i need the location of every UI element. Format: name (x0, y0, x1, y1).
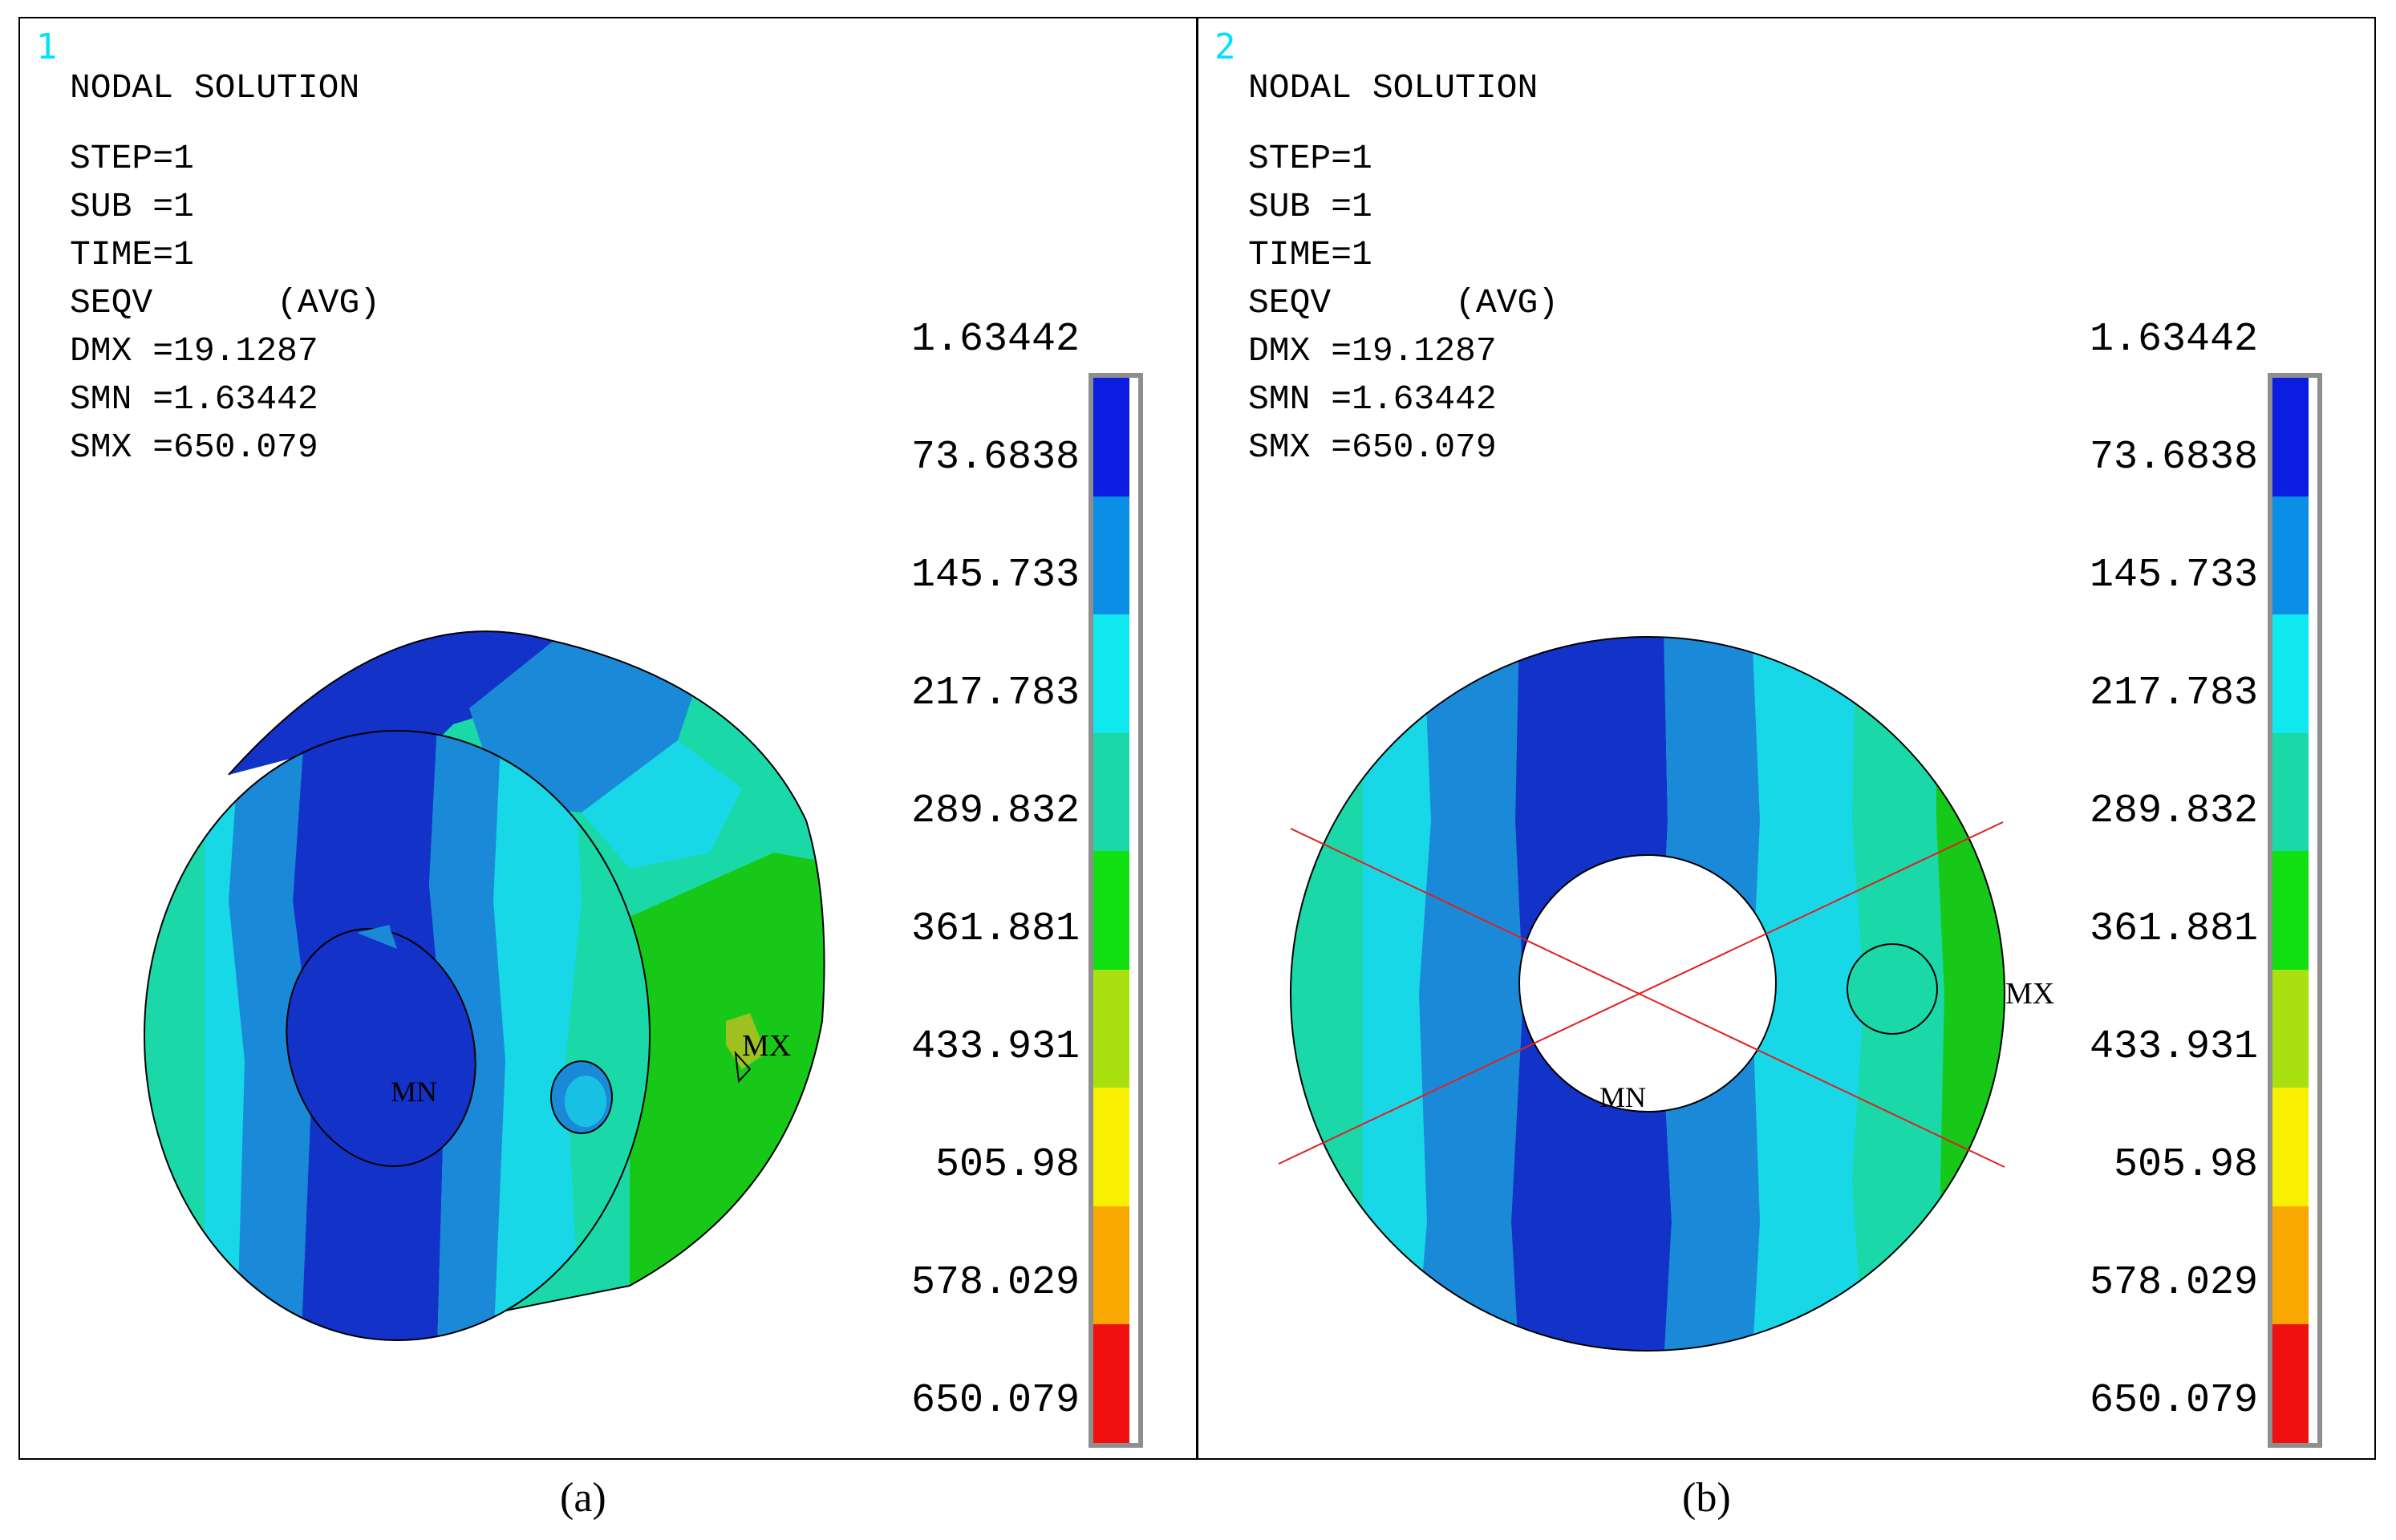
info-smn: SMN =1.63442 (70, 379, 318, 419)
legend-value: 361.881 (910, 906, 1080, 952)
legend-value: 217.783 (2089, 671, 2258, 716)
color-scale-bar (2268, 373, 2322, 1448)
panel-a: 1 NODAL SOLUTION STEP=1 SUB =1 TIME=1 SE… (18, 17, 1198, 1460)
legend-value: 145.733 (910, 553, 1080, 598)
panel-number: 1 (36, 26, 58, 67)
legend-value: 505.98 (934, 1142, 1080, 1188)
color-band (2272, 1206, 2309, 1324)
plot-title: NODAL SOLUTION (1248, 68, 1539, 107)
panel-number: 2 (1214, 26, 1236, 67)
min-marker: MN (1599, 1081, 1646, 1113)
info-smx: SMX =650.079 (70, 428, 318, 467)
caption-a: (a) (560, 1475, 606, 1521)
color-band (1093, 732, 1129, 851)
legend-value: 145.733 (2089, 553, 2258, 598)
legend-value: 289.832 (910, 788, 1080, 834)
color-band (1093, 1088, 1129, 1206)
annulus-model-top-view: MN MX (1278, 636, 2054, 1352)
color-band (1093, 378, 1129, 496)
info-time: TIME=1 (70, 235, 194, 274)
min-marker: MN (391, 1076, 437, 1108)
legend-value: 1.63442 (2089, 317, 2258, 363)
legend-value: 361.881 (2089, 906, 2258, 952)
legend-value: 73.6838 (910, 435, 1080, 480)
color-band (2272, 1088, 2309, 1206)
info-smx: SMX =650.079 (1248, 428, 1497, 467)
info-sub: SUB =1 (1248, 187, 1372, 226)
legend-value: 433.931 (2089, 1024, 2258, 1070)
color-band (1093, 851, 1129, 970)
color-band (2272, 614, 2309, 733)
caption-b: (b) (1682, 1475, 1731, 1521)
color-band (2272, 378, 2309, 496)
color-scale-bar (1089, 373, 1143, 1448)
legend-value: 505.98 (2113, 1142, 2258, 1188)
plot-title: NODAL SOLUTION (70, 68, 360, 107)
info-smn: SMN =1.63442 (1248, 379, 1497, 419)
cylinder-model-3d: MN MX (144, 630, 825, 1341)
color-band (1093, 614, 1129, 733)
panel-b: 2 NODAL SOLUTION STEP=1 SUB =1 TIME=1 SE… (1197, 17, 2376, 1460)
color-band (1093, 1206, 1129, 1324)
legend-value: 73.6838 (2089, 435, 2258, 480)
max-marker: MX (2005, 977, 2054, 1011)
info-sub: SUB =1 (70, 187, 194, 226)
color-band (2272, 851, 2309, 970)
info-result: SEQV (AVG) (1248, 283, 1559, 322)
legend-value: 289.832 (2089, 788, 2258, 834)
info-result: SEQV (AVG) (70, 283, 381, 322)
legend-value: 1.63442 (910, 317, 1080, 363)
info-step: STEP=1 (70, 139, 194, 178)
legend-value: 650.079 (910, 1378, 1080, 1424)
color-band (2272, 969, 2309, 1088)
max-marker: MX (742, 1029, 791, 1063)
color-band (2272, 732, 2309, 851)
legend-value: 578.029 (2089, 1260, 2258, 1306)
info-dmx: DMX =19.1287 (70, 331, 318, 371)
color-band (2272, 496, 2309, 614)
info-dmx: DMX =19.1287 (1248, 331, 1497, 371)
legend-value: 217.783 (910, 671, 1080, 716)
color-band (2272, 1324, 2309, 1443)
color-band (1093, 496, 1129, 614)
color-band (1093, 1324, 1129, 1443)
legend-value: 578.029 (910, 1260, 1080, 1306)
color-band (1093, 969, 1129, 1088)
info-step: STEP=1 (1248, 139, 1372, 178)
legend-value: 650.079 (2089, 1378, 2258, 1424)
info-time: TIME=1 (1248, 235, 1372, 274)
legend-value: 433.931 (910, 1024, 1080, 1070)
